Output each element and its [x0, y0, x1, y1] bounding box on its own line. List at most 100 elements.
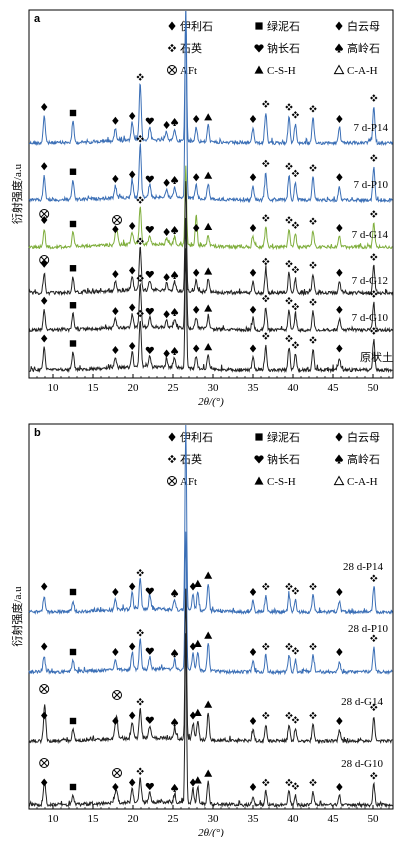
peak-marker [129, 222, 136, 230]
legend-marker-0 [168, 21, 176, 31]
peak-marker [41, 259, 48, 268]
peak-marker [370, 772, 378, 780]
peak-marker [41, 582, 48, 591]
trace-7-d-G14 [28, 165, 393, 251]
peak-marker [189, 642, 197, 651]
peak-marker [336, 224, 343, 232]
peak-marker [291, 169, 300, 178]
plot-frame [28, 9, 394, 379]
peak-marker [370, 210, 378, 218]
trace-7-d-G12 [28, 181, 393, 297]
peak-marker [262, 711, 270, 720]
peak-marker [249, 115, 257, 123]
legend-label-2: 白云母 [347, 19, 380, 33]
peak-marker [309, 642, 317, 651]
peak-marker [193, 305, 200, 314]
peak-marker [291, 265, 300, 274]
peak-marker [41, 711, 48, 720]
peak-marker [204, 631, 213, 639]
peak-marker [145, 225, 154, 234]
peak-marker [112, 588, 119, 596]
peak-marker [285, 297, 293, 305]
x-tick-label: 15 [88, 813, 100, 825]
peak-marker [204, 171, 213, 179]
legend-label-1: 绿泥石 [267, 19, 300, 33]
x-axis-label: 2θ/(°) [198, 827, 224, 837]
peak-marker [129, 582, 136, 591]
peak-marker [69, 168, 77, 175]
peak-marker [145, 782, 154, 791]
peak-marker [69, 340, 77, 347]
peak-marker [129, 170, 136, 179]
peak-marker [129, 266, 136, 275]
peak-marker [41, 216, 48, 224]
x-tick-label: 15 [88, 382, 100, 394]
peak-marker [136, 274, 144, 282]
panel-label: a [34, 13, 41, 25]
peak-marker [112, 346, 119, 354]
x-tick-label: 30 [208, 813, 220, 825]
legend-marker-7 [254, 476, 264, 485]
x-tick-label: 50 [368, 382, 380, 394]
peak-marker [262, 778, 270, 787]
peak-marker [291, 111, 300, 119]
peak-marker [249, 344, 257, 353]
trace-label-1: 28 d-P10 [348, 623, 389, 635]
peak-marker [262, 294, 270, 303]
legend-label-5: 高岭石 [347, 452, 380, 466]
peak-marker [189, 711, 197, 720]
peak-marker [370, 253, 378, 261]
legend-label-8: C-A-H [347, 65, 378, 77]
peak-marker [136, 698, 144, 706]
x-tick-label: 50 [368, 813, 380, 825]
peak-marker [112, 307, 119, 316]
peak-marker [136, 569, 144, 577]
peak-marker [112, 116, 119, 125]
peak-marker [193, 268, 200, 277]
peak-marker [112, 270, 119, 279]
peak-marker [262, 214, 270, 222]
peak-marker [193, 224, 200, 232]
peak-marker [193, 344, 200, 353]
peak-marker [163, 178, 170, 187]
peak-marker [204, 571, 213, 579]
peak-marker [262, 582, 270, 591]
peak-marker [69, 783, 77, 791]
peak-marker [145, 307, 154, 316]
trace-7-d-G10 [28, 217, 393, 334]
peak-marker [171, 783, 179, 792]
peak-marker [145, 587, 154, 595]
peak-marker [136, 135, 144, 143]
peak-marker [285, 711, 293, 720]
legend-marker-4 [254, 455, 264, 464]
peak-marker [370, 574, 378, 582]
peak-marker [309, 217, 317, 225]
x-tick-label: 35 [248, 382, 260, 394]
peak-marker [136, 309, 144, 318]
peak-marker [193, 115, 200, 123]
peak-marker [262, 642, 270, 651]
peak-marker [145, 716, 154, 724]
x-axis-label: 2θ/(°) [198, 396, 224, 408]
peak-marker [171, 347, 179, 355]
peak-marker [262, 100, 270, 108]
peak-marker [285, 162, 293, 170]
peak-marker [189, 778, 197, 787]
peak-marker [112, 717, 119, 725]
peak-marker [193, 639, 202, 647]
trace-28-d-P10 [28, 531, 393, 676]
legend-label-7: C-S-H [267, 65, 296, 77]
peak-marker [112, 690, 122, 700]
legend-label-5: 高岭石 [347, 41, 380, 55]
peak-marker [129, 778, 136, 787]
peak-marker [112, 783, 119, 791]
peak-marker [249, 224, 257, 232]
x-tick-label: 10 [48, 382, 60, 394]
peak-marker [291, 647, 300, 655]
x-tick-label: 40 [288, 813, 300, 825]
x-tick-label: 25 [168, 813, 180, 825]
